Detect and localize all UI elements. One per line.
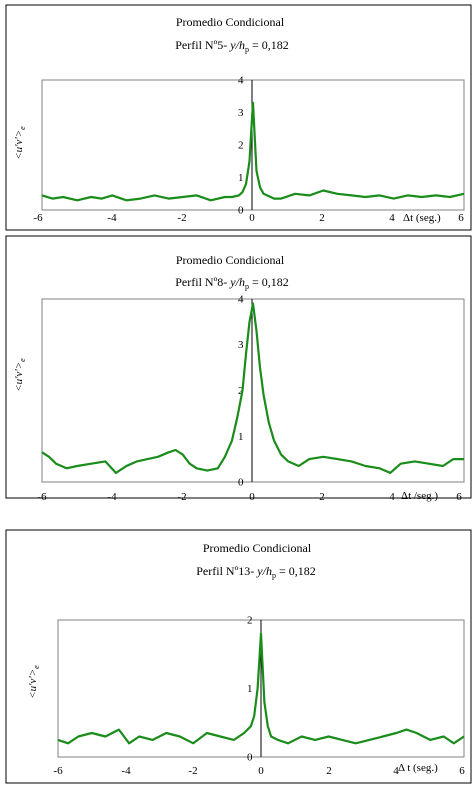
x-tick-label: -6 xyxy=(33,212,43,224)
y-tick-label: 3 xyxy=(238,339,244,351)
x-tick-label: 6 xyxy=(456,491,462,503)
x-tick-label: 2 xyxy=(319,491,325,503)
x-tick-label: 0 xyxy=(258,765,264,777)
y-tick-label: 0 xyxy=(238,477,244,489)
y-tick-label: 1 xyxy=(238,431,244,443)
chart-frame xyxy=(5,4,472,231)
x-tick-label: -6 xyxy=(37,491,47,503)
y-tick-label: 2 xyxy=(247,615,253,627)
x-tick-label: 0 xyxy=(249,491,255,503)
x-tick-label: 4 xyxy=(393,765,399,777)
x-tick-label: -2 xyxy=(188,765,197,777)
y-axis-label: <u'v'>e xyxy=(13,126,27,160)
x-ticks: -6 -4 -2 0 2 4 6 xyxy=(53,765,465,777)
series-line xyxy=(41,302,464,474)
chart-title: Promedio Condicional xyxy=(176,253,285,267)
y-tick-label: 4 xyxy=(238,75,244,87)
x-tick-label: 2 xyxy=(326,765,332,777)
y-tick-label: 3 xyxy=(238,107,244,119)
x-tick-label: 4 xyxy=(389,212,395,224)
chart-frame xyxy=(5,529,472,784)
x-axis-label: Δt /seg.) xyxy=(401,490,438,502)
x-tick-label: 2 xyxy=(319,212,325,224)
x-tick-label: -4 xyxy=(107,212,117,224)
chart-title: Promedio Condicional xyxy=(176,15,285,29)
y-axis-label: <u'v'>e xyxy=(13,358,27,392)
x-tick-label: -2 xyxy=(177,212,186,224)
chart-title: Promedio Condicional xyxy=(203,541,312,555)
y-tick-label: 1 xyxy=(238,172,244,184)
x-tick-label: -4 xyxy=(121,765,131,777)
chart-panel-3: Promedio Condicional Perfil Nº13- y/hp =… xyxy=(5,529,472,784)
x-tick-label: -4 xyxy=(107,491,117,503)
x-axis-label: Δt (seg.) xyxy=(403,212,441,224)
plot-area xyxy=(41,79,465,211)
series-line xyxy=(41,101,465,202)
chart-subtitle: Perfil Nº13- y/hp = 0,182 xyxy=(196,564,316,580)
x-ticks: -6 -4 -2 0 2 4 6 xyxy=(33,212,464,224)
y-axis-label: <u'v'>e xyxy=(27,665,41,699)
plot-area xyxy=(41,298,465,483)
y-tick-label: 4 xyxy=(238,294,244,306)
x-tick-label: 6 xyxy=(459,765,465,777)
chart-subtitle: Perfil Nº8- y/hp = 0,182 xyxy=(175,275,289,291)
chart-panel-2: Promedio Condicional Perfil Nº8- y/hp = … xyxy=(5,235,472,503)
x-tick-label: -2 xyxy=(177,491,186,503)
x-ticks: -6 -4 -2 0 2 4 6 xyxy=(37,491,462,503)
y-ticks: 4 3 2 1 0 xyxy=(238,294,244,489)
series-line xyxy=(57,632,465,745)
chart-panel-1: Promedio Condicional Perfil Nº5- y/hp = … xyxy=(5,4,472,231)
y-tick-label: 2 xyxy=(238,385,244,397)
y-tick-label: 2 xyxy=(238,140,244,152)
y-tick-label: 1 xyxy=(247,683,253,695)
x-tick-label: -6 xyxy=(53,765,63,777)
x-axis-label: Δ t (seg.) xyxy=(398,762,438,774)
chart-frame xyxy=(5,235,472,499)
x-tick-label: 6 xyxy=(458,212,464,224)
y-tick-label: 0 xyxy=(238,205,244,217)
x-tick-label: 0 xyxy=(249,212,255,224)
x-tick-label: 4 xyxy=(389,491,395,503)
chart-subtitle: Perfil Nº5- y/hp = 0,182 xyxy=(175,38,289,54)
y-tick-label: 0 xyxy=(247,752,253,764)
y-ticks: 2 1 0 xyxy=(247,615,253,764)
y-ticks: 4 3 2 1 0 xyxy=(238,75,244,217)
